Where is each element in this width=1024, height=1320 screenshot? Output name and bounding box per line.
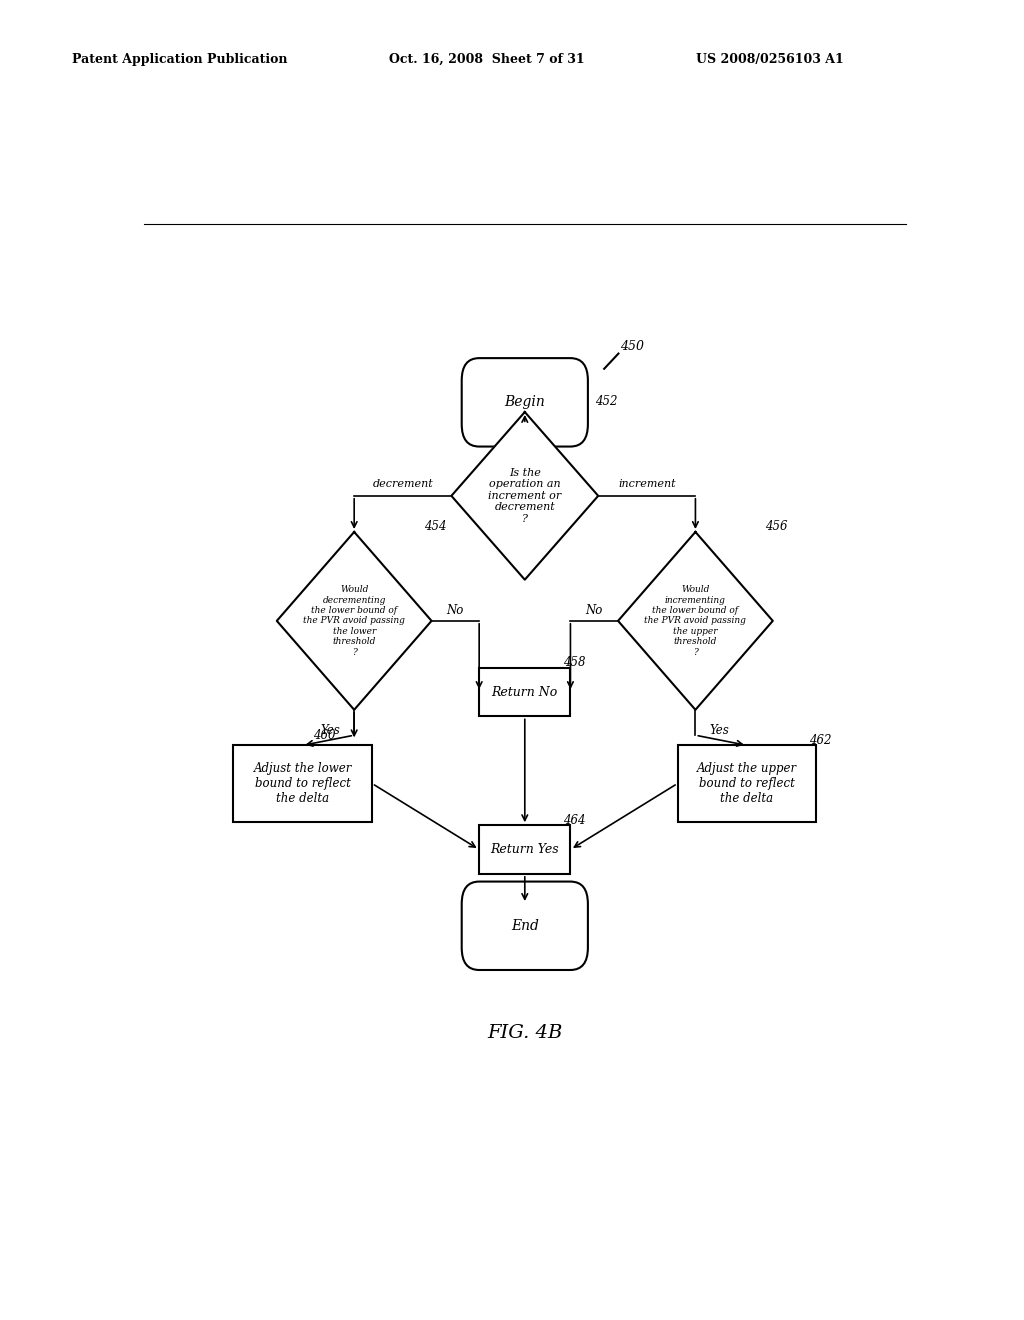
Text: 462: 462 bbox=[809, 734, 831, 747]
Text: No: No bbox=[446, 605, 464, 618]
FancyBboxPatch shape bbox=[462, 358, 588, 446]
Text: US 2008/0256103 A1: US 2008/0256103 A1 bbox=[696, 53, 844, 66]
FancyBboxPatch shape bbox=[479, 668, 570, 717]
Text: Would
decrementing
the lower bound of
the PVR avoid passing
the lower
threshold
: Would decrementing the lower bound of th… bbox=[303, 585, 406, 656]
Text: End: End bbox=[511, 919, 539, 933]
Text: Begin: Begin bbox=[505, 395, 545, 409]
FancyBboxPatch shape bbox=[233, 746, 372, 821]
FancyBboxPatch shape bbox=[462, 882, 588, 970]
Text: FIG. 4B: FIG. 4B bbox=[487, 1023, 562, 1041]
Text: Yes: Yes bbox=[321, 723, 340, 737]
Polygon shape bbox=[276, 532, 431, 710]
Text: Yes: Yes bbox=[710, 723, 729, 737]
Text: decrement: decrement bbox=[373, 479, 433, 488]
Text: 460: 460 bbox=[313, 729, 336, 742]
Text: 464: 464 bbox=[563, 813, 586, 826]
Text: 458: 458 bbox=[563, 656, 586, 669]
Text: 456: 456 bbox=[766, 520, 788, 533]
Text: 452: 452 bbox=[595, 395, 617, 408]
FancyBboxPatch shape bbox=[678, 746, 816, 821]
Text: Adjust the upper
bound to reflect
the delta: Adjust the upper bound to reflect the de… bbox=[697, 762, 797, 805]
Text: Is the
operation an
increment or
decrement
?: Is the operation an increment or decreme… bbox=[488, 467, 561, 524]
Text: No: No bbox=[586, 605, 603, 618]
Polygon shape bbox=[618, 532, 773, 710]
Text: Patent Application Publication: Patent Application Publication bbox=[72, 53, 287, 66]
FancyBboxPatch shape bbox=[479, 825, 570, 874]
Text: Return Yes: Return Yes bbox=[490, 843, 559, 857]
Text: 450: 450 bbox=[620, 341, 644, 352]
Text: Oct. 16, 2008  Sheet 7 of 31: Oct. 16, 2008 Sheet 7 of 31 bbox=[389, 53, 585, 66]
Text: 454: 454 bbox=[424, 520, 446, 533]
Text: increment: increment bbox=[618, 479, 676, 488]
Text: Adjust the lower
bound to reflect
the delta: Adjust the lower bound to reflect the de… bbox=[253, 762, 352, 805]
Text: Return No: Return No bbox=[492, 685, 558, 698]
Polygon shape bbox=[452, 412, 598, 579]
Text: Would
incrementing
the lower bound of
the PVR avoid passing
the upper
threshold
: Would incrementing the lower bound of th… bbox=[644, 585, 746, 656]
